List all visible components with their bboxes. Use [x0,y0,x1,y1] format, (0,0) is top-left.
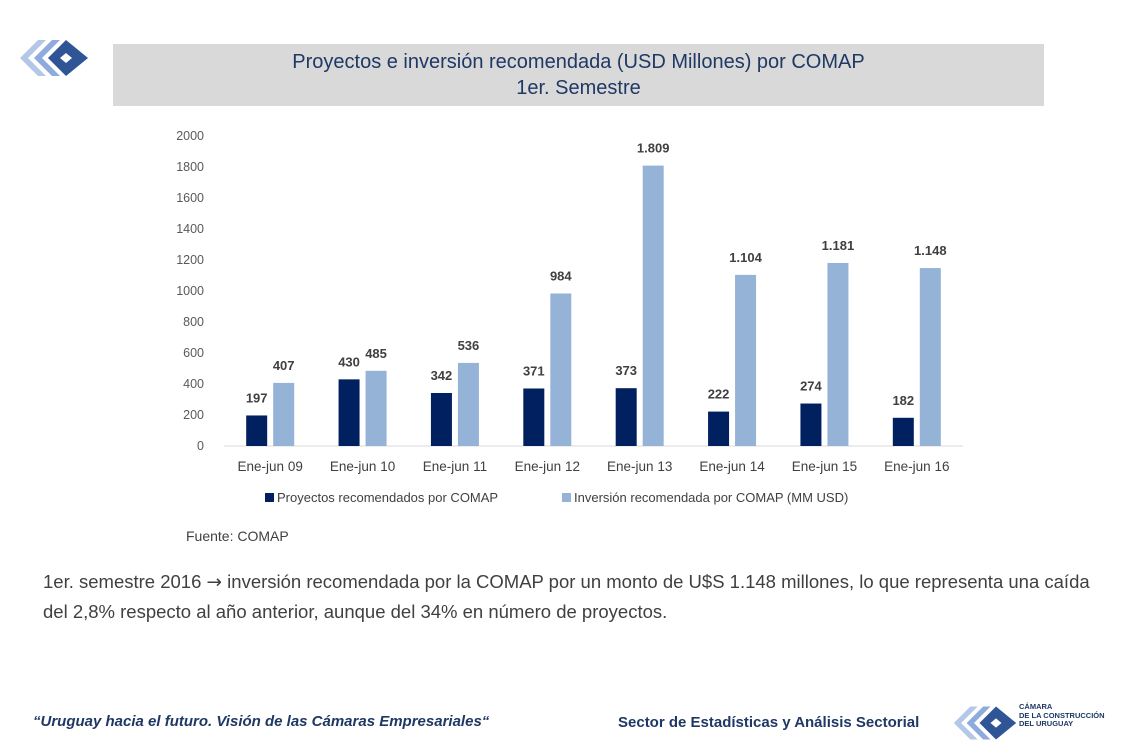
data-label: 984 [550,268,572,283]
bar [550,293,572,446]
data-label: 536 [458,338,480,353]
data-label: 197 [246,390,268,405]
y-tick-label: 1800 [176,160,204,174]
bar [365,370,387,446]
bar [246,415,268,446]
x-tick-label: Ene-jun 14 [699,459,765,474]
x-tick-label: Ene-jun 12 [515,459,580,474]
bar [523,388,545,446]
footer-sector: Sector de Estadísticas y Análisis Sector… [618,714,920,731]
org-name: CÁMARA DE LA CONSTRUCCIÓN DEL URUGUAY [1019,702,1129,729]
x-tick-label: Ene-jun 16 [884,459,949,474]
bar-chart: 0 200 400 600 800 1000 1200 1400 1600 1800 2000 197… [176,129,963,505]
bar [708,411,730,446]
bar [642,165,664,447]
legend-swatch [562,493,571,502]
x-tick-label: Ene-jun 13 [607,459,672,474]
y-tick-label: 600 [183,346,204,360]
y-tick-label: 1200 [176,253,204,267]
y-tick-label: 1600 [176,191,204,205]
y-tick-label: 1000 [176,284,204,298]
chart-title: Proyectos e inversión recomendada (USD M… [292,51,865,73]
data-label: 342 [431,368,453,383]
legend-label: Proyectos recomendados por COMAP [277,490,498,505]
x-tick-label: Ene-jun 10 [330,459,395,474]
y-tick-label: 800 [183,315,204,329]
data-label: 1.181 [822,238,855,253]
bar [273,382,295,446]
summary-part2: inversión recomendada por la COMAP por u… [43,571,1090,622]
data-label: 222 [708,387,730,402]
data-label: 1.148 [914,243,947,258]
data-label: 1.104 [729,250,762,265]
data-label: 1.809 [637,141,670,156]
bar [735,274,757,446]
summary-text: 1er. semestre 2016 → inversión recomenda… [43,567,1103,626]
y-tick-label: 2000 [176,129,204,143]
org-logo-icon [953,706,1017,740]
data-label: 373 [615,363,637,378]
data-label: 182 [892,393,914,408]
y-tick-label: 400 [183,377,204,391]
legend-label: Inversión recomendada por COMAP (MM USD) [574,490,848,505]
source-note: Fuente: COMAP [186,528,289,544]
bar [827,262,849,446]
chart-subtitle: 1er. Semestre [516,77,641,99]
arrow-icon: → [206,572,223,593]
summary-part1: 1er. semestre 2016 [43,571,207,592]
footer-quote: “Uruguay hacia el futuro. Visión de las … [33,713,490,730]
bar [800,403,822,446]
chart-title-band: Proyectos e inversión recomendada (USD M… [113,44,1044,106]
bar [615,388,637,446]
logo-icon [20,40,88,76]
bar [338,379,360,446]
x-tick-label: Ene-jun 09 [238,459,303,474]
bar [892,417,914,446]
org-name-line3: DEL URUGUAY [1019,719,1074,728]
y-tick-label: 0 [197,439,204,453]
data-label: 407 [273,358,295,373]
org-name-line1: CÁMARA [1019,702,1053,711]
y-tick-label: 200 [183,408,204,422]
y-tick-label: 1400 [176,222,204,236]
data-label: 371 [523,363,545,378]
data-label: 430 [338,354,360,369]
x-tick-label: Ene-jun 11 [423,459,487,474]
bar [430,392,452,446]
x-tick-label: Ene-jun 15 [792,459,857,474]
bar [457,362,479,446]
bar [919,268,941,446]
data-label: 485 [365,346,387,361]
legend-swatch [265,493,274,502]
org-name-line2: DE LA CONSTRUCCIÓN [1019,710,1105,720]
data-label: 274 [800,379,822,394]
